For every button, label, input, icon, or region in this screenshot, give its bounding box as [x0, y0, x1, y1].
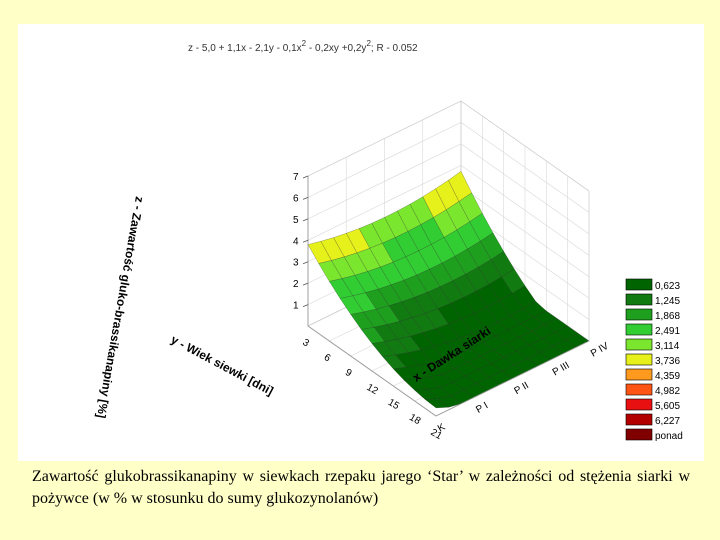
legend-swatch [625, 428, 653, 441]
legend-swatch [625, 323, 653, 336]
surface-chart: z - 5,0 + 1,1x - 2,1y - 0,1x2 - 0,2xy +0… [94, 39, 683, 442]
z-tick-mark [302, 282, 309, 286]
y-tick-label: 3 [301, 337, 312, 350]
z-tick-label: 1 [293, 301, 299, 312]
z-tick-mark [302, 304, 309, 307]
legend-label: 4,359 [655, 371, 680, 382]
legend-label: 1,868 [655, 311, 680, 322]
x-tick-label: P I [474, 400, 490, 416]
surface-mesh [307, 171, 590, 409]
legend-label: 1,245 [655, 296, 680, 307]
surface-cell [424, 398, 450, 409]
legend-swatch [625, 338, 653, 351]
legend-swatch [625, 398, 653, 411]
figure-caption: Zawartość glukobrassikanapiny w siewkach… [32, 468, 690, 507]
legend-label: 2,491 [655, 326, 680, 337]
legend-label: 3,114 [655, 341, 680, 352]
legend-label: 0,623 [655, 281, 680, 292]
legend-swatch [625, 278, 653, 291]
legend-swatch [625, 413, 653, 426]
legend: 0,623 1,245 1,868 2,491 3,114 3,736 4,359 4,982… [625, 278, 683, 442]
z-tick-label: 4 [293, 236, 299, 247]
z-tick-mark [302, 261, 309, 265]
x-tick-label: P III [551, 360, 572, 378]
plot-box-front [307, 176, 590, 417]
legend-swatch [625, 353, 653, 366]
y-axis-label: y - Wiek siewki [dni] [169, 332, 276, 398]
legend-label: 4,982 [655, 386, 680, 397]
legend-swatch [625, 368, 653, 381]
wall-gridline-z [307, 122, 590, 213]
y-tick-label: 18 [407, 412, 423, 427]
y-tick-label: 21 [429, 427, 445, 442]
x-tick-label: P IV [589, 341, 611, 360]
legend-label: ponad [655, 431, 683, 442]
z-tick-label: 7 [293, 172, 299, 183]
y-tick-label: 6 [322, 352, 333, 365]
legend-swatch [625, 383, 653, 396]
legend-label: 3,736 [655, 356, 680, 367]
legend-swatch [625, 293, 653, 306]
z-tick-label: 6 [293, 193, 299, 204]
wall-gridline-z [307, 143, 590, 235]
z-axis-label: z - Zawartość gluko-brassikanapiny [%] [94, 195, 147, 419]
chart-equation: z - 5,0 + 1,1x - 2,1y - 0,1x2 - 0,2xy +0… [188, 39, 418, 54]
y-tick-label: 12 [365, 382, 381, 397]
z-tick-label: 3 [293, 258, 299, 269]
z-tick-label: 2 [293, 279, 299, 290]
legend-label: 6,227 [655, 416, 680, 427]
legend-label: 5,605 [655, 401, 680, 412]
z-tick-mark [302, 197, 309, 200]
legend-swatch [625, 308, 653, 321]
x-tick-label: K [436, 422, 448, 435]
z-tick-mark [302, 218, 309, 222]
y-tick-label: 9 [343, 367, 354, 380]
z-tick-label: 5 [293, 215, 299, 226]
plot-box-edge [307, 325, 437, 417]
plot-box-edge [435, 340, 590, 417]
z-tick-mark [302, 175, 309, 179]
wall-gridline-z [307, 164, 590, 256]
y-tick-label: 15 [386, 397, 402, 412]
x-tick-label: P II [513, 380, 531, 397]
z-tick-mark [302, 239, 309, 243]
plot-panel: z - 5,0 + 1,1x - 2,1y - 0,1x2 - 0,2xy +0… [18, 24, 704, 461]
